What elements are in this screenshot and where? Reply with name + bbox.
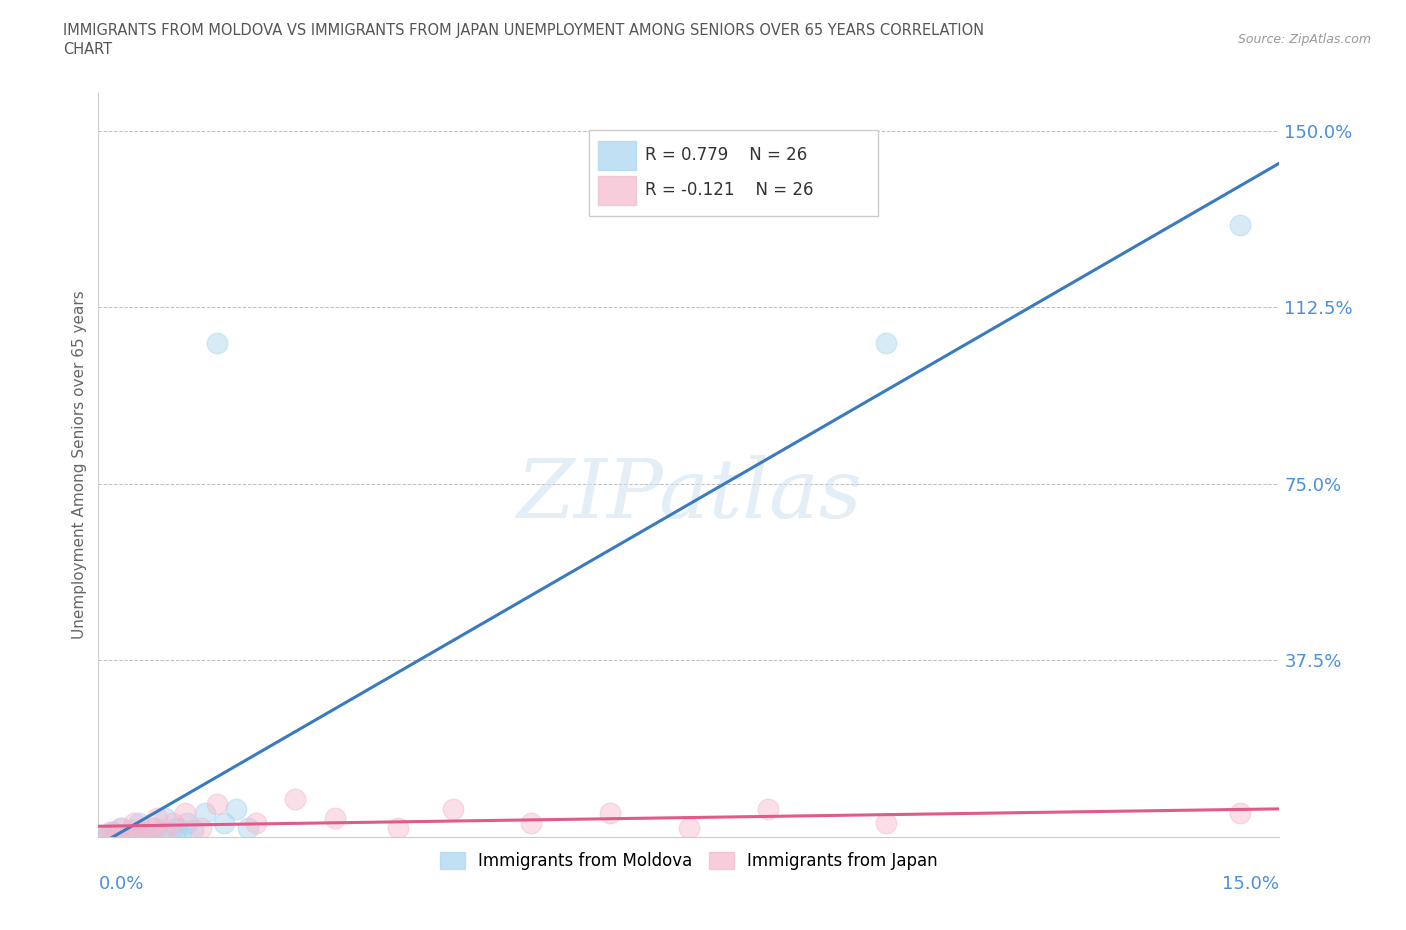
Point [1229,806,1251,821]
Point [128,825,150,840]
Point [875,816,897,830]
Point [387,820,409,835]
Text: IMMIGRANTS FROM MOLDOVA VS IMMIGRANTS FROM JAPAN UNEMPLOYMENT AMONG SENIORS OVER: IMMIGRANTS FROM MOLDOVA VS IMMIGRANTS FR… [63,23,984,38]
Point [104,830,127,844]
Point [111,820,134,835]
Point [132,825,155,840]
Point [194,806,217,821]
Point [98,825,121,840]
Point [160,825,183,840]
Point [135,830,157,844]
Point [93,830,115,844]
Point [101,825,124,840]
Point [441,802,464,817]
Point [214,816,236,830]
Point [155,811,177,826]
Point [93,830,115,844]
FancyBboxPatch shape [589,130,877,216]
Text: ZIPatlas: ZIPatlas [516,455,862,535]
Point [176,816,198,830]
Y-axis label: Unemployment Among Seniors over 65 years: Unemployment Among Seniors over 65 years [72,291,87,640]
Point [323,811,346,826]
Point [205,797,228,812]
Point [225,802,247,817]
Point [599,806,621,821]
Point [162,816,184,830]
Text: 0.0%: 0.0% [98,875,143,893]
Text: Source: ZipAtlas.com: Source: ZipAtlas.com [1237,33,1371,46]
Point [166,820,188,835]
FancyBboxPatch shape [598,177,636,205]
Point [138,827,160,842]
Text: R = -0.121    N = 26: R = -0.121 N = 26 [645,181,814,199]
Point [115,827,138,842]
Point [143,820,166,835]
Point [146,811,169,826]
Point [520,816,543,830]
Point [155,825,177,840]
Point [170,827,193,842]
Point [205,335,228,350]
Point [97,827,120,842]
Point [128,816,150,830]
FancyBboxPatch shape [598,141,636,169]
Point [122,816,145,830]
Point [149,830,172,844]
Text: CHART: CHART [63,42,112,57]
Point [104,830,127,844]
Point [1229,218,1251,232]
Legend: Immigrants from Moldova, Immigrants from Japan: Immigrants from Moldova, Immigrants from… [433,845,945,877]
Point [245,816,267,830]
Point [678,820,700,835]
Text: R = 0.779    N = 26: R = 0.779 N = 26 [645,147,807,165]
Point [125,830,148,844]
Point [174,806,197,821]
Point [181,822,204,837]
Point [117,827,139,842]
Point [284,791,307,806]
Point [875,335,897,350]
Point [236,820,259,835]
Point [121,822,143,837]
Point [190,820,212,835]
Point [141,820,163,835]
Point [110,820,132,835]
Text: 15.0%: 15.0% [1222,875,1279,893]
Point [756,802,779,817]
